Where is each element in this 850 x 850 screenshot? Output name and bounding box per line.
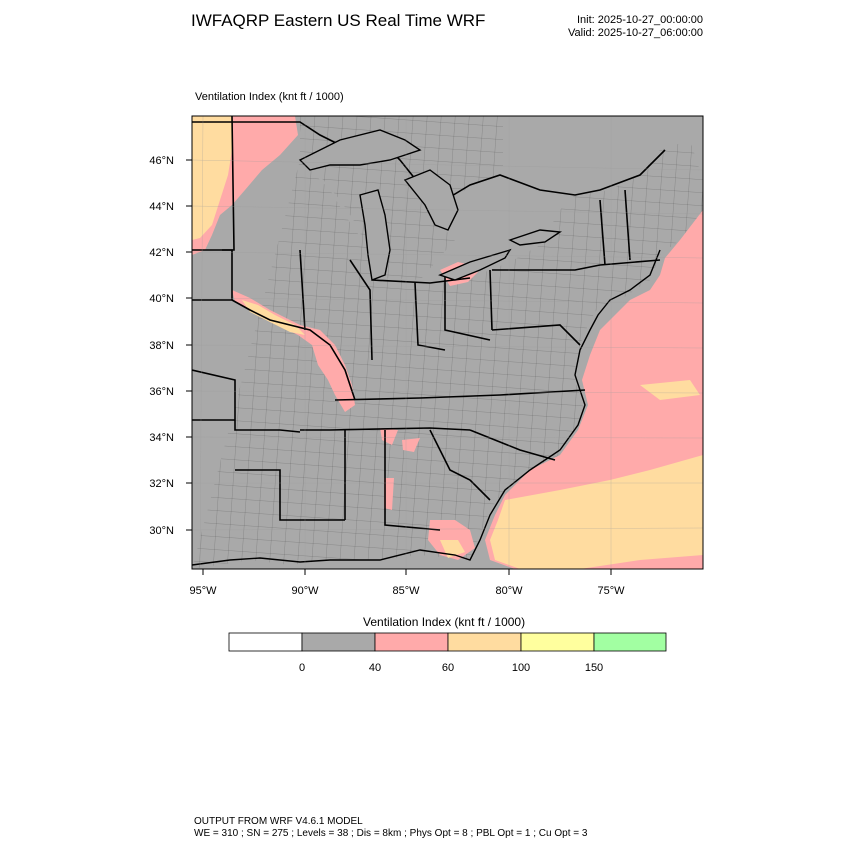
lat-label: 42°N <box>149 247 174 259</box>
coastline <box>192 249 661 566</box>
footer-line-2: WE = 310 ; SN = 275 ; Levels = 38 ; Dis … <box>194 828 588 839</box>
colorbar-segment <box>520 632 595 652</box>
lat-label: 36°N <box>149 386 174 398</box>
lon-label: 80°W <box>495 585 523 597</box>
map-title: Ventilation Index (knt ft / 1000) <box>195 91 344 103</box>
colorbar-title: Ventilation Index (knt ft / 1000) <box>363 615 526 629</box>
lat-label: 32°N <box>149 478 174 490</box>
great-lakes <box>298 129 563 281</box>
colorbar-segment <box>447 632 522 652</box>
lon-label: 75°W <box>597 585 625 597</box>
valid-time: Valid: 2025-10-27_06:00:00 <box>568 27 703 39</box>
band-60-100 <box>192 116 703 569</box>
colorbar-tick-label: 100 <box>511 662 531 674</box>
colorbar <box>228 632 667 652</box>
longitude-labels: 95°W 90°W 85°W 80°W 75°W <box>189 585 625 597</box>
footer-line-1: OUTPUT FROM WRF V4.6.1 MODEL <box>194 816 363 827</box>
colorbar-segment <box>374 632 449 652</box>
colorbar-segment <box>228 632 303 652</box>
field-label: Ventilation Index <box>195 91 276 103</box>
init-valid-block: Init: 2025-10-27_00:00:00 Valid: 2025-10… <box>520 14 703 40</box>
colorbar-segment <box>593 632 667 652</box>
axis-ticks <box>186 159 612 575</box>
model-footer: OUTPUT FROM WRF V4.6.1 MODEL WE = 310 ; … <box>194 816 587 840</box>
map-frame <box>191 115 704 570</box>
lon-label: 85°W <box>392 585 420 597</box>
land-counties <box>192 116 703 569</box>
lat-label: 40°N <box>149 293 174 305</box>
lon-label: 95°W <box>189 585 217 597</box>
lat-label: 46°N <box>149 155 174 167</box>
map-area <box>192 116 703 569</box>
colorbar-tick-label: 40 <box>368 662 382 674</box>
graticule <box>192 116 703 569</box>
lon-label: 90°W <box>291 585 319 597</box>
lat-label: 38°N <box>149 340 174 352</box>
colorbar-segment <box>301 632 376 652</box>
lat-label: 30°N <box>149 525 174 537</box>
colorbar-tick-label: 60 <box>441 662 455 674</box>
init-time: Init: 2025-10-27_00:00:00 <box>577 14 703 26</box>
latitude-labels: 46°N 44°N 42°N 40°N 38°N 36°N 34°N 32°N … <box>149 155 174 537</box>
lat-label: 44°N <box>149 201 174 213</box>
main-title: IWFAQRP Eastern US Real Time WRF <box>191 11 486 30</box>
field-units: (knt ft / 1000) <box>278 91 344 103</box>
colorbar-tick-label: 0 <box>298 662 306 674</box>
colorbar-tick-label: 150 <box>584 662 604 674</box>
lat-label: 34°N <box>149 432 174 444</box>
